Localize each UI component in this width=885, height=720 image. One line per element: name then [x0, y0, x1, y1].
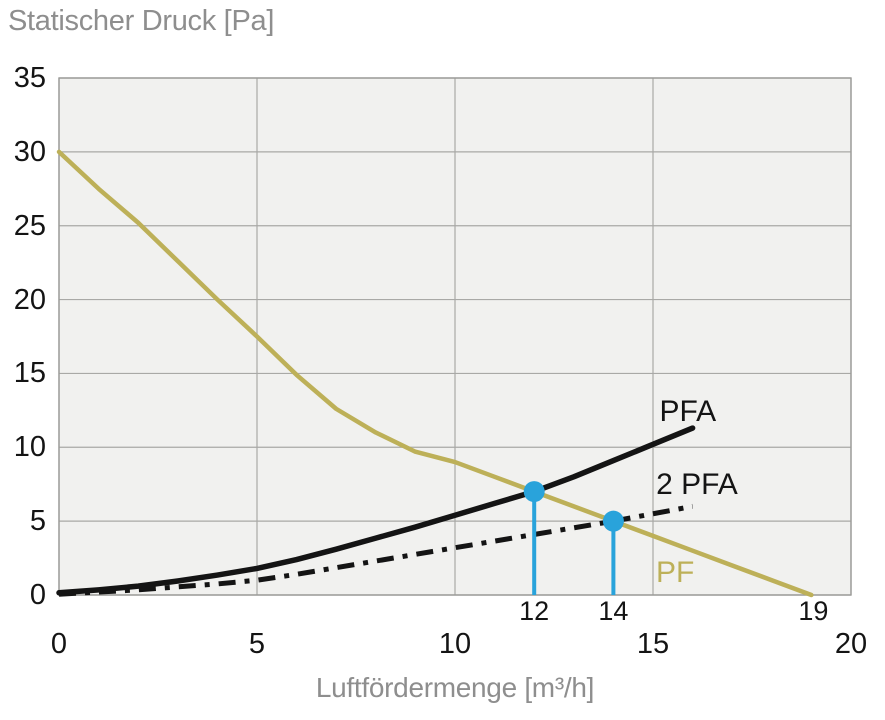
y-tick-label-25: 25	[13, 209, 46, 242]
x-tick-label-0: 0	[50, 628, 68, 660]
y-tick-label-10: 10	[13, 431, 46, 464]
curve-label-2pfa: 2 PFA	[656, 467, 738, 501]
operating-point-12	[523, 481, 545, 503]
x-tick-label-10: 10	[438, 628, 472, 660]
curve-label-pf: PF	[656, 555, 695, 589]
curve-2pfa	[58, 503, 694, 597]
y-tick-label-5: 5	[29, 505, 46, 538]
x-tick-label-20: 20	[834, 628, 868, 660]
x-tick-label-5: 5	[248, 628, 266, 660]
y-tick-label-15: 15	[13, 357, 46, 390]
curve-label-pfa: PFA	[659, 394, 717, 428]
dropline-label-12: 12	[519, 596, 550, 626]
operating-point-14	[602, 510, 624, 532]
y-tick-label-30: 30	[13, 135, 46, 168]
curve-pfa	[56, 425, 696, 596]
chart-title: Statischer Druck [Pa]	[8, 5, 275, 37]
plot-border	[58, 77, 852, 596]
y-tick-label-20: 20	[13, 283, 46, 316]
y-tick-label-35: 35	[13, 62, 46, 94]
x-axis-title: Luftfördermenge [m³/h]	[315, 672, 595, 703]
x-tick-label-15: 15	[636, 628, 670, 660]
curve-pf	[56, 149, 814, 598]
y-tick-label-0: 0	[29, 579, 46, 611]
x-intercept-label-19: 19	[798, 596, 829, 626]
dropline-label-14: 14	[598, 596, 629, 626]
